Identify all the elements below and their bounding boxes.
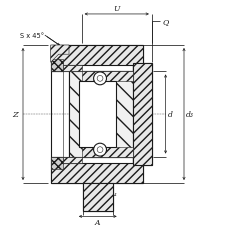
Bar [50,46,142,65]
Polygon shape [63,157,81,164]
Bar [50,157,63,164]
Bar [81,148,133,157]
Text: U: U [113,5,119,13]
Text: A: A [95,218,100,226]
Text: d: d [167,111,172,118]
Bar [50,60,63,72]
Bar [79,81,116,148]
Bar [50,164,142,183]
Text: Q: Q [162,18,168,26]
Bar [69,72,133,157]
Circle shape [97,147,103,153]
Polygon shape [50,46,69,63]
Circle shape [93,73,106,85]
Polygon shape [63,65,81,72]
Bar [82,183,112,211]
Bar [50,65,63,72]
Text: d₃: d₃ [185,111,193,118]
Text: B₁: B₁ [97,81,105,89]
Bar [50,157,63,169]
Circle shape [93,144,106,156]
Text: A₂: A₂ [93,124,101,132]
Bar [81,72,133,81]
Text: S x 45°: S x 45° [19,33,44,38]
Circle shape [97,76,103,82]
Text: Z: Z [12,111,18,118]
Text: A₁: A₁ [109,190,117,197]
Bar [133,64,151,165]
